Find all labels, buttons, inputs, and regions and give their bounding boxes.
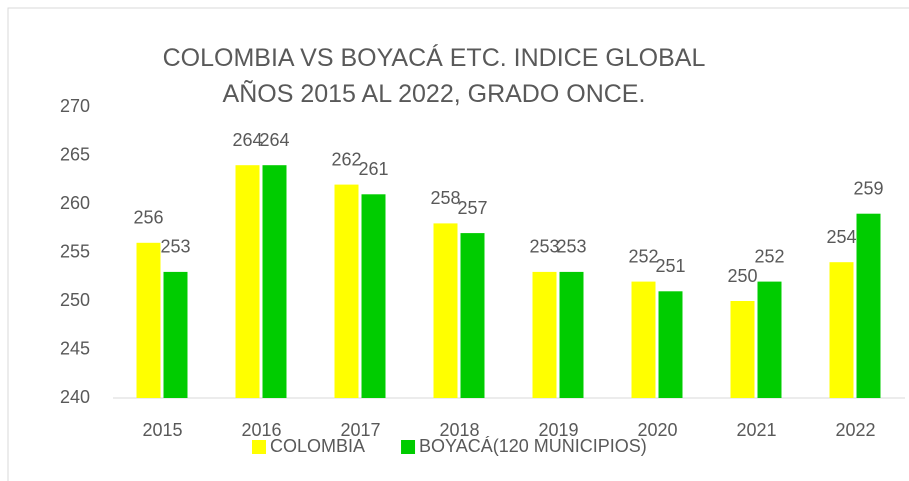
x-tick-label: 2015 <box>142 420 182 440</box>
legend-swatch <box>401 440 416 454</box>
x-tick-label: 2021 <box>736 420 776 440</box>
legend-label: BOYACÁ(120 MUNICIPIOS) <box>419 436 647 456</box>
x-tick-label: 2016 <box>241 420 281 440</box>
bar <box>658 291 683 398</box>
x-tick-label: 2022 <box>835 420 875 440</box>
y-tick-label: 255 <box>60 241 90 261</box>
x-tick-label: 2017 <box>340 420 380 440</box>
bar <box>559 271 584 398</box>
data-label: 252 <box>754 246 784 266</box>
y-tick-label: 265 <box>60 144 90 164</box>
legend-swatch <box>252 440 266 454</box>
bar <box>532 271 557 398</box>
data-label: 262 <box>331 149 361 169</box>
bar <box>235 165 260 398</box>
data-label: 253 <box>529 237 559 257</box>
data-label: 257 <box>457 198 487 218</box>
x-tick-label: 2020 <box>637 420 677 440</box>
bar <box>163 271 188 398</box>
bar <box>856 213 881 398</box>
x-tick-label: 2019 <box>538 420 578 440</box>
data-label: 253 <box>556 237 586 257</box>
y-tick-label: 240 <box>60 387 90 407</box>
bar <box>262 165 287 398</box>
data-label: 256 <box>133 208 163 228</box>
data-label: 251 <box>655 256 685 276</box>
data-label: 259 <box>853 178 883 198</box>
bar <box>757 281 782 398</box>
bar <box>460 233 485 398</box>
bar <box>730 301 755 398</box>
y-tick-label: 270 <box>60 96 90 116</box>
y-tick-label: 250 <box>60 290 90 310</box>
data-label: 258 <box>430 188 460 208</box>
bar <box>829 262 854 398</box>
y-tick-label: 245 <box>60 338 90 358</box>
data-label: 254 <box>826 227 856 247</box>
chart-title: COLOMBIA VS BOYACÁ ETC. INDICE GLOBAL AÑ… <box>162 44 706 108</box>
bar <box>433 223 458 398</box>
data-label: 253 <box>160 237 190 257</box>
bar <box>631 281 656 398</box>
y-tick-label: 260 <box>60 193 90 213</box>
legend-label: COLOMBIA <box>270 436 365 456</box>
chart-border <box>7 7 909 481</box>
data-label: 264 <box>232 130 262 150</box>
bar <box>334 184 359 398</box>
data-label: 264 <box>259 130 289 150</box>
x-tick-label: 2018 <box>439 420 479 440</box>
bar <box>361 194 386 398</box>
data-label: 250 <box>727 266 757 286</box>
data-label: 252 <box>628 246 658 266</box>
bar <box>136 242 161 398</box>
data-label: 261 <box>358 159 388 179</box>
